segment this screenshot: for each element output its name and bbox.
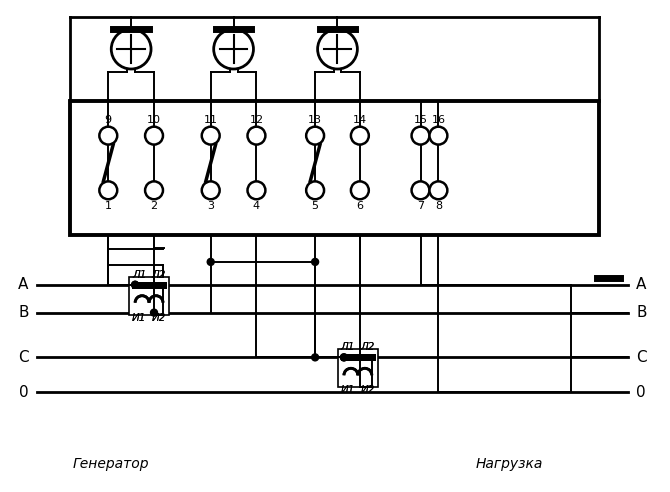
Circle shape	[411, 182, 429, 199]
Text: 14: 14	[353, 115, 367, 124]
Text: B: B	[636, 305, 647, 320]
Circle shape	[131, 281, 139, 288]
Text: 16: 16	[431, 115, 446, 124]
Text: Л2: Л2	[360, 342, 375, 352]
Circle shape	[131, 281, 139, 288]
Text: Л1: Л1	[132, 270, 146, 280]
Circle shape	[247, 126, 265, 145]
Circle shape	[214, 29, 253, 69]
Text: 3: 3	[207, 201, 214, 211]
Circle shape	[202, 182, 220, 199]
Text: Нагрузка: Нагрузка	[475, 457, 543, 471]
Text: 11: 11	[204, 115, 218, 124]
Bar	[70, 101, 598, 235]
Text: 13: 13	[308, 115, 322, 124]
Circle shape	[340, 354, 348, 361]
Text: Л1: Л1	[341, 342, 355, 352]
Text: 10: 10	[147, 115, 161, 124]
Circle shape	[312, 354, 319, 361]
Text: И2: И2	[360, 385, 375, 395]
Text: И1: И1	[341, 385, 355, 395]
Circle shape	[306, 182, 324, 199]
Circle shape	[429, 126, 448, 145]
Text: 9: 9	[105, 115, 112, 124]
Circle shape	[99, 182, 117, 199]
Text: 5: 5	[312, 201, 319, 211]
Circle shape	[99, 126, 117, 145]
Circle shape	[145, 126, 163, 145]
Text: И1: И1	[132, 312, 146, 323]
Text: Л2: Л2	[152, 270, 166, 280]
Text: 1: 1	[105, 201, 112, 211]
Text: Л1: Л1	[132, 270, 146, 280]
Text: B: B	[18, 305, 29, 320]
Text: И1: И1	[341, 385, 355, 395]
Circle shape	[207, 258, 214, 265]
Circle shape	[247, 182, 265, 199]
Text: И1: И1	[132, 312, 146, 323]
Circle shape	[151, 309, 157, 316]
Circle shape	[306, 126, 324, 145]
Circle shape	[145, 182, 163, 199]
Circle shape	[429, 182, 448, 199]
Bar	[338, 349, 378, 387]
Text: И2: И2	[360, 385, 375, 395]
Circle shape	[351, 126, 369, 145]
Text: C: C	[18, 350, 29, 365]
Circle shape	[411, 126, 429, 145]
Text: 15: 15	[413, 115, 427, 124]
Text: И2: И2	[152, 312, 166, 323]
Text: C: C	[636, 350, 647, 365]
Circle shape	[351, 182, 369, 199]
Text: A: A	[18, 277, 29, 292]
Text: И2: И2	[152, 312, 166, 323]
Bar	[129, 277, 169, 314]
Text: Л1: Л1	[341, 342, 355, 352]
Text: Л2: Л2	[152, 270, 166, 280]
Circle shape	[111, 29, 151, 69]
Circle shape	[312, 258, 319, 265]
Circle shape	[318, 29, 357, 69]
Text: 0: 0	[19, 385, 29, 400]
Text: 2: 2	[151, 201, 157, 211]
Text: 4: 4	[253, 201, 260, 211]
Text: 7: 7	[417, 201, 424, 211]
Text: Генератор: Генератор	[73, 457, 149, 471]
Text: 8: 8	[435, 201, 442, 211]
Text: 6: 6	[356, 201, 363, 211]
Text: 0: 0	[636, 385, 646, 400]
Circle shape	[340, 354, 348, 361]
Text: Л2: Л2	[360, 342, 375, 352]
Circle shape	[202, 126, 220, 145]
Text: 12: 12	[249, 115, 263, 124]
Text: A: A	[636, 277, 647, 292]
